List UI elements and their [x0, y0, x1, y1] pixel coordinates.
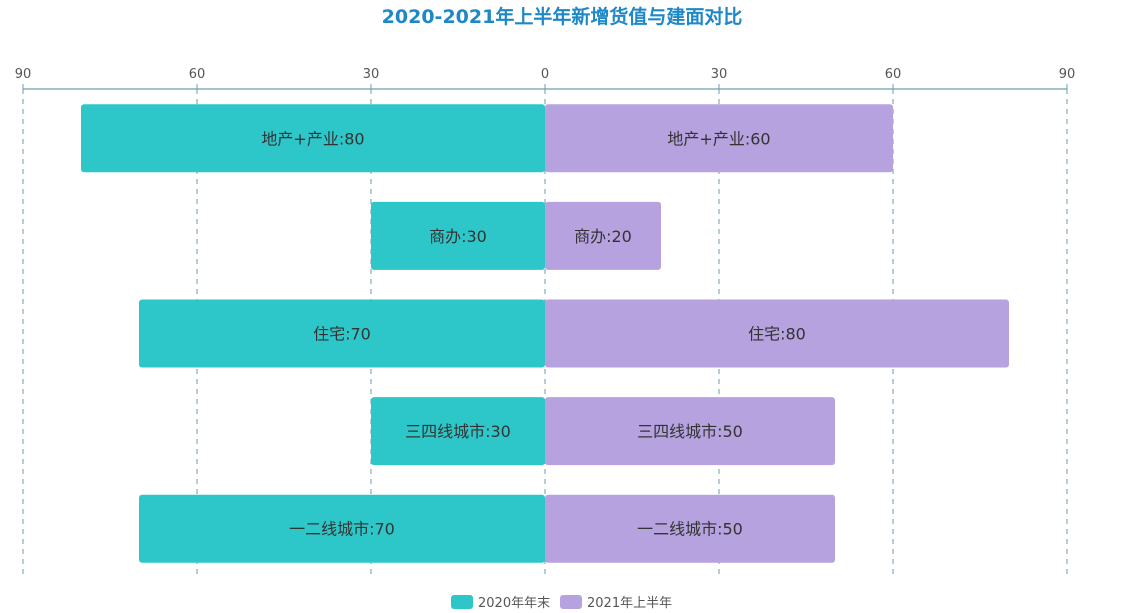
bar-left[interactable]	[81, 104, 545, 173]
bar-right[interactable]	[545, 299, 1009, 368]
bar-right[interactable]	[545, 201, 661, 270]
bar-left[interactable]	[371, 397, 545, 466]
bar-label-left: 三四线城市:30	[405, 422, 511, 441]
bar-label-left: 地产+产业:80	[261, 129, 364, 148]
bar-label-left: 一二线城市:70	[289, 520, 395, 539]
bar-right[interactable]	[545, 397, 835, 466]
bar-label-right: 住宅:80	[748, 325, 806, 344]
legend-swatch[interactable]	[560, 595, 582, 609]
bar-right[interactable]	[545, 104, 893, 173]
bar-label-right: 三四线城市:50	[637, 422, 743, 441]
tick-label-right: 30	[711, 67, 728, 82]
legend-label[interactable]: 2020年年末	[478, 596, 550, 611]
tick-label-right: 60	[885, 67, 902, 82]
bar-left[interactable]	[139, 494, 545, 563]
bars: 地产+产业:80 地产+产业:60 商办:30 商办:20 住宅:70 住宅:80 三四线城…	[81, 104, 1009, 563]
bar-right[interactable]	[545, 494, 835, 563]
top-axis: 90 60 30 0 30 60 90	[15, 67, 1076, 90]
legend-swatch[interactable]	[451, 595, 473, 609]
bar-label-left: 住宅:70	[313, 325, 371, 344]
tick-label-right: 90	[1059, 67, 1076, 82]
legend-label[interactable]: 2021年上半年	[587, 596, 672, 611]
tick-label-left: 90	[15, 67, 32, 82]
tick-label-left: 30	[363, 67, 380, 82]
bar-label-right: 一二线城市:50	[637, 520, 743, 539]
bar-label-right: 地产+产业:60	[667, 129, 770, 148]
bar-left[interactable]	[371, 201, 545, 270]
bar-label-right: 商办:20	[574, 227, 632, 246]
tick-label-left: 0	[541, 67, 549, 82]
legend[interactable]: 2020年年末 2021年上半年	[451, 595, 672, 611]
bar-left[interactable]	[139, 299, 545, 368]
bar-label-left: 商办:30	[429, 227, 487, 246]
tick-label-left: 60	[189, 67, 206, 82]
chart-title: 2020-2021年上半年新增货值与建面对比	[381, 6, 743, 28]
